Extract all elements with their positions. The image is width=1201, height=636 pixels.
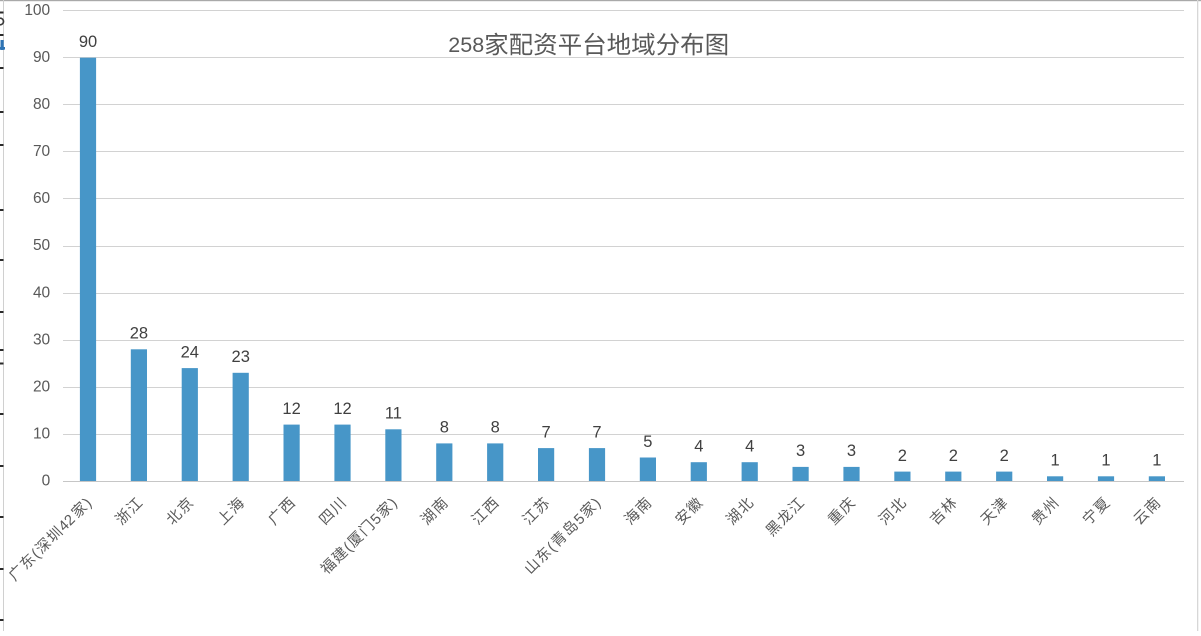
svg-text:1: 1 [1152,452,1161,470]
svg-text:100: 100 [24,2,50,19]
svg-text:2: 2 [949,447,958,465]
svg-text:50: 50 [33,237,51,254]
svg-text:40: 40 [33,284,51,301]
svg-text:3: 3 [796,442,805,460]
svg-text:258: 258 [448,33,484,57]
svg-text:7: 7 [542,423,551,441]
svg-text:8: 8 [491,419,500,437]
svg-text:60: 60 [33,190,51,207]
svg-text:24: 24 [181,343,199,361]
svg-text:90: 90 [33,49,51,66]
svg-text:12: 12 [333,400,351,418]
svg-text:4: 4 [745,438,754,456]
svg-text:1: 1 [1051,452,1060,470]
svg-text:11: 11 [385,405,402,423]
svg-text:1: 1 [1101,452,1110,470]
svg-text:28: 28 [130,325,148,343]
svg-text:2: 2 [1000,447,1009,465]
svg-text:30: 30 [33,331,51,348]
svg-text:90: 90 [79,33,97,51]
svg-text:20: 20 [33,378,51,395]
svg-text:4: 4 [694,438,703,456]
svg-text:0: 0 [42,472,51,489]
svg-text:7: 7 [592,423,601,441]
svg-text:2: 2 [898,447,907,465]
svg-text:10: 10 [33,425,51,442]
svg-text:8: 8 [440,419,449,437]
svg-text:5: 5 [643,433,652,451]
svg-text:80: 80 [33,96,51,113]
svg-text:23: 23 [232,348,250,366]
svg-text:70: 70 [33,143,51,160]
svg-text:12: 12 [282,400,300,418]
svg-text:3: 3 [847,442,856,460]
